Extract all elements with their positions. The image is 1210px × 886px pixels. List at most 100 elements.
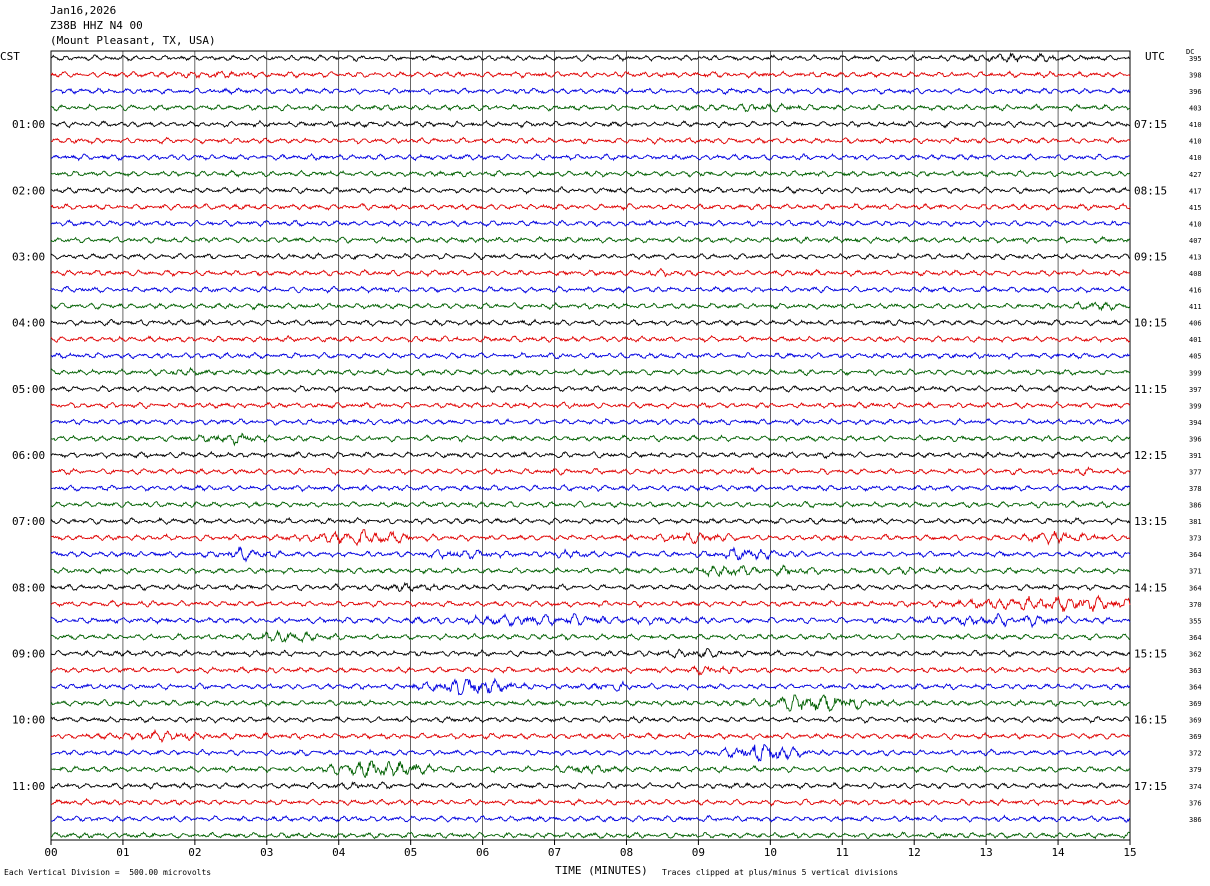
trace-line xyxy=(50,351,1131,361)
dc-offset-label: 378 xyxy=(1189,485,1202,493)
left-time-label: 01:00 xyxy=(12,118,45,131)
left-time-label: 06:00 xyxy=(12,449,45,462)
x-tick-label: 14 xyxy=(1051,846,1065,859)
right-time-label: 09:15 xyxy=(1134,250,1167,263)
trace-line xyxy=(50,594,1131,613)
dc-offset-label: 399 xyxy=(1189,369,1202,377)
left-time-label: 08:00 xyxy=(12,581,45,594)
dc-offset-label: 369 xyxy=(1189,717,1202,725)
trace-line xyxy=(50,781,1131,790)
plot-frame xyxy=(50,50,1131,841)
dc-offset-label: 373 xyxy=(1189,535,1202,543)
trace-line xyxy=(50,581,1131,593)
dc-offset-label: 381 xyxy=(1189,518,1202,526)
scale-note: Each Vertical Division = 500.00 microvol… xyxy=(4,868,212,877)
trace-line xyxy=(50,797,1131,807)
x-tick-label: 05 xyxy=(404,846,417,859)
trace-line xyxy=(50,760,1131,778)
dc-offset-label: 408 xyxy=(1189,270,1202,278)
trace-line xyxy=(50,235,1131,245)
dc-offset-label: 403 xyxy=(1189,105,1202,113)
dc-offset-label: 396 xyxy=(1189,435,1202,443)
trace-line xyxy=(50,384,1131,394)
trace-line xyxy=(50,136,1131,145)
left-timezone-label: CST xyxy=(0,50,20,63)
trace-line xyxy=(50,516,1131,526)
dc-offset-label: 369 xyxy=(1189,733,1202,741)
x-tick-label: 10 xyxy=(764,846,777,859)
dc-offset-label: 391 xyxy=(1189,452,1202,460)
dc-offset-label: 363 xyxy=(1189,667,1202,675)
dc-offset-label: 397 xyxy=(1189,386,1202,394)
dc-offset-label: 413 xyxy=(1189,253,1202,261)
left-time-label: 03:00 xyxy=(12,250,45,263)
left-time-label: 02:00 xyxy=(12,184,45,197)
x-tick-label: 04 xyxy=(332,846,346,859)
trace-line xyxy=(50,417,1131,426)
x-tick-label: 06 xyxy=(476,846,489,859)
dc-offset-label: 416 xyxy=(1189,287,1202,295)
dc-offset-label: 427 xyxy=(1189,171,1202,179)
dc-offset-label: 415 xyxy=(1189,204,1202,212)
location-label: (Mount Pleasant, TX, USA) xyxy=(50,34,216,47)
right-time-label: 10:15 xyxy=(1134,317,1167,330)
dc-offset-label: 370 xyxy=(1189,601,1202,609)
dc-offset-label: 411 xyxy=(1189,303,1202,311)
right-time-label: 17:15 xyxy=(1134,780,1167,793)
left-time-label: 11:00 xyxy=(12,780,45,793)
x-tick-label: 11 xyxy=(836,846,849,859)
clip-note: Traces clipped at plus/minus 5 vertical … xyxy=(662,868,899,877)
dc-offset-label: 407 xyxy=(1189,237,1202,245)
x-tick-label: 02 xyxy=(188,846,201,859)
trace-line xyxy=(50,152,1130,162)
x-tick-label: 09 xyxy=(692,846,705,859)
dc-offset-label: 364 xyxy=(1189,551,1202,559)
trace-line xyxy=(50,546,1131,563)
x-tick-label: 15 xyxy=(1123,846,1136,859)
date-label: Jan16,2026 xyxy=(50,4,117,17)
dc-offset-label: 394 xyxy=(1189,419,1202,427)
dc-offset-label: 406 xyxy=(1189,320,1202,328)
trace-line xyxy=(51,677,1131,696)
dc-offset-label: 417 xyxy=(1189,187,1202,195)
trace-line xyxy=(50,401,1131,410)
dc-offset-label: 369 xyxy=(1189,700,1202,708)
trace-line xyxy=(50,728,1131,744)
dc-offset-label: 362 xyxy=(1189,650,1202,658)
trace-line xyxy=(50,483,1131,493)
right-timezone-label: UTC xyxy=(1145,50,1165,63)
dc-offset-label: 364 xyxy=(1189,684,1202,692)
right-time-label: 08:15 xyxy=(1134,184,1167,197)
trace-line xyxy=(50,648,1131,659)
right-time-label: 16:15 xyxy=(1134,714,1167,727)
dc-offset-label: 374 xyxy=(1189,783,1202,791)
x-tick-label: 07 xyxy=(548,846,561,859)
trace-line xyxy=(50,335,1131,344)
dc-offset-label: 395 xyxy=(1189,55,1202,63)
trace-line xyxy=(50,715,1131,724)
dc-label: DC xyxy=(1186,48,1195,56)
trace-line xyxy=(50,500,1131,509)
dc-offset-label: 401 xyxy=(1189,336,1202,344)
dc-offset-label: 377 xyxy=(1189,469,1202,477)
x-tick-label: 12 xyxy=(908,846,921,859)
dc-offset-label: 410 xyxy=(1189,138,1202,146)
trace-line xyxy=(50,51,1131,63)
dc-offset-label: 355 xyxy=(1189,617,1202,625)
trace-line xyxy=(50,268,1131,278)
dc-offset-label: 410 xyxy=(1189,154,1202,162)
trace-line xyxy=(50,466,1131,476)
trace-line xyxy=(50,450,1131,460)
dc-offset-label: 399 xyxy=(1189,402,1202,410)
right-time-label: 13:15 xyxy=(1134,515,1167,528)
trace-line xyxy=(50,219,1131,228)
trace-line xyxy=(50,432,1131,447)
trace-line xyxy=(50,744,1131,763)
left-time-label: 10:00 xyxy=(12,714,45,727)
trace-line xyxy=(50,529,1131,547)
x-tick-label: 01 xyxy=(116,846,129,859)
dc-offset-label: 376 xyxy=(1189,799,1202,807)
right-time-label: 11:15 xyxy=(1134,383,1167,396)
left-time-label: 04:00 xyxy=(12,317,45,330)
